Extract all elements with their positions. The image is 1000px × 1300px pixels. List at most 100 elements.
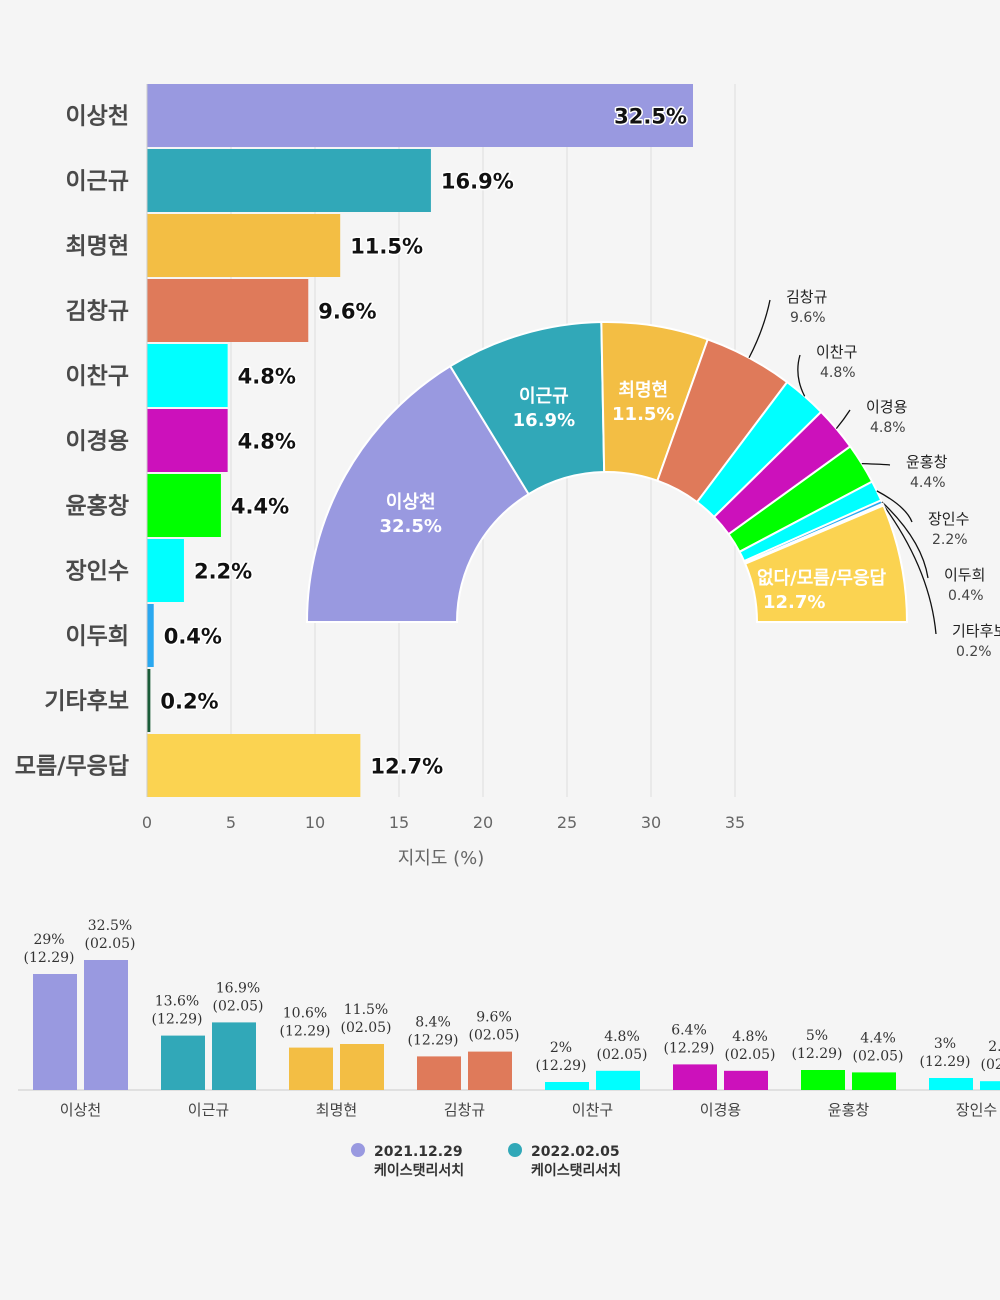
bar-value-label: 0.4% (164, 625, 222, 649)
column-value-label: 4.4% (860, 1030, 896, 1046)
slice-name-label: 이근규 (519, 386, 569, 407)
category-label: 모름/무응답 (15, 754, 129, 780)
slice-connector (797, 354, 806, 397)
slice-value-label: 32.5% (379, 516, 441, 537)
column-date-label: (02.05) (852, 1048, 903, 1064)
slice-value-label: 4.8% (820, 365, 856, 381)
column-category-label: 최명현 (316, 1101, 357, 1119)
x-tick-label: 30 (641, 813, 661, 832)
slice-name-label: 이경용 (866, 398, 907, 416)
column-value-label: 4.8% (732, 1029, 768, 1045)
column-date-label: (12.29) (407, 1032, 458, 1048)
slice-connector (835, 409, 851, 430)
column-date-label: (02.05) (468, 1028, 519, 1044)
column-date-label: (12.29) (279, 1024, 330, 1040)
category-label: 이두희 (66, 624, 129, 650)
slice-value-label: 0.4% (948, 588, 984, 604)
column-date-label: (12.29) (919, 1054, 970, 1070)
category-label: 기타후보 (44, 689, 129, 715)
semicircle-donut-chart: 이상천 32.5% 이근규 16.9% 최명현 11.5% 김창규 9.6% 이찬구 4.8% 이경… (305, 288, 1000, 660)
slice-value-label: 9.6% (790, 310, 826, 326)
legend-org: 케이스탯리서치 (374, 1162, 464, 1179)
slice-name-label: 이찬구 (816, 343, 857, 361)
slice-name-label: 윤홍창 (906, 453, 948, 471)
donut-slice (305, 364, 530, 623)
category-label: 윤홍창 (66, 494, 129, 520)
legend-date: 2021.12.29 (374, 1144, 463, 1160)
legend-marker (508, 1143, 522, 1157)
category-label: 이찬구 (66, 364, 129, 390)
bar-value-label: 2.2% (194, 560, 252, 584)
x-axis-title: 지지도 (%) (398, 848, 485, 869)
column-value-label: 13.6% (155, 994, 199, 1010)
slice-value-label: 16.9% (513, 410, 575, 431)
column-bar (673, 1064, 717, 1090)
column-date-label: (12.29) (663, 1040, 714, 1056)
column-date-label: (02.05) (84, 936, 135, 952)
column-bar (33, 974, 77, 1090)
slice-name-label: 김창규 (786, 288, 827, 306)
bar-value-label: 4.4% (231, 495, 289, 519)
bar (147, 474, 221, 537)
bar-value-label: 4.8% (238, 430, 296, 454)
column-value-label: 3% (934, 1036, 956, 1052)
column-date-label: (12.29) (791, 1046, 842, 1062)
bar-value-label: 12.7% (370, 755, 443, 779)
slice-connector (882, 504, 937, 635)
slice-connector (748, 299, 771, 359)
category-label: 김창규 (66, 299, 129, 325)
column-value-label: 10.6% (283, 1006, 327, 1022)
column-value-label: 11.5% (344, 1002, 388, 1018)
bar-value-label: 9.6% (318, 300, 376, 324)
bar (147, 604, 154, 667)
bar (147, 344, 228, 407)
x-tick-label: 35 (725, 813, 745, 832)
category-label: 이근규 (66, 169, 129, 195)
category-label: 이상천 (66, 104, 129, 130)
category-label: 이경용 (66, 429, 129, 455)
column-value-label: 6.4% (671, 1022, 707, 1038)
x-tick-label: 5 (226, 813, 236, 832)
bar (147, 734, 361, 797)
column-value-label: 8.4% (415, 1014, 451, 1030)
slice-name-label: 기타후보 (952, 622, 1000, 640)
slice-connector (861, 462, 891, 466)
bar (147, 214, 341, 277)
column-bar (801, 1070, 845, 1090)
slice-connector (881, 501, 929, 579)
column-bar (852, 1072, 896, 1090)
bar-value-label: 32.5% (614, 105, 687, 129)
column-category-label: 이상천 (60, 1101, 101, 1119)
column-value-label: 29% (33, 932, 64, 948)
x-tick-label: 0 (142, 813, 152, 832)
slice-value-label: 4.8% (870, 420, 906, 436)
column-category-label: 장인수 (956, 1101, 997, 1119)
column-bar (289, 1047, 333, 1090)
column-bar (929, 1078, 973, 1090)
column-category-label: 김창규 (444, 1101, 485, 1119)
column-value-label: 2.2% (988, 1039, 1000, 1055)
bar (147, 409, 228, 472)
column-bar (417, 1056, 461, 1090)
column-date-label: (02.05) (596, 1047, 647, 1063)
column-bar (161, 1035, 205, 1090)
column-date-label: (12.29) (151, 1012, 202, 1028)
slice-value-label: 11.5% (612, 404, 674, 425)
legend-marker (351, 1143, 365, 1157)
column-value-label: 16.9% (216, 980, 260, 996)
column-bar (468, 1051, 512, 1090)
column-bar (596, 1070, 640, 1090)
column-bar (545, 1082, 589, 1090)
bar (147, 669, 151, 732)
x-tick-label: 25 (557, 813, 577, 832)
legend-date: 2022.02.05 (531, 1144, 620, 1160)
bar (147, 149, 431, 212)
slice-name-label: 장인수 (928, 510, 969, 528)
column-bar (980, 1081, 1000, 1090)
column-date-label: (02.05) (724, 1047, 775, 1063)
x-tick-label: 15 (389, 813, 409, 832)
horizontal-bar-chart: 0 5 10 15 20 25 30 35 지지도 (%) 이상천 32.5% 이근규 16.9% 최명현… (15, 84, 745, 869)
slice-name-label: 이상천 (386, 492, 436, 513)
column-date-label: (12.29) (535, 1058, 586, 1074)
